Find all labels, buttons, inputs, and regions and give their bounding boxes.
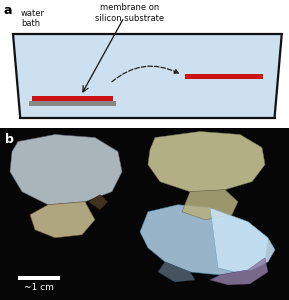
Polygon shape	[13, 34, 282, 118]
Bar	[18, 276, 60, 280]
Text: a: a	[3, 4, 12, 17]
Polygon shape	[10, 134, 122, 205]
Polygon shape	[210, 258, 268, 285]
Bar	[32, 96, 113, 101]
FancyArrowPatch shape	[112, 66, 178, 82]
Polygon shape	[30, 202, 95, 238]
Polygon shape	[182, 190, 238, 220]
Text: ~1 cm: ~1 cm	[24, 284, 54, 292]
Polygon shape	[148, 131, 265, 192]
Text: b: b	[5, 133, 14, 146]
Bar	[185, 74, 263, 79]
Polygon shape	[158, 262, 195, 282]
Polygon shape	[88, 195, 108, 210]
Bar	[29, 101, 116, 106]
Text: water
bath: water bath	[21, 8, 45, 28]
Text: membrane on
silicon substrate: membrane on silicon substrate	[95, 3, 165, 23]
Polygon shape	[140, 205, 268, 275]
Polygon shape	[210, 208, 275, 272]
